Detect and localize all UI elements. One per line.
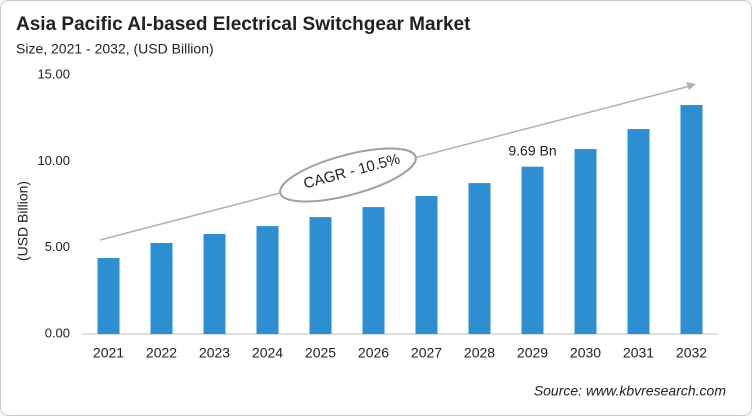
bar <box>362 207 385 334</box>
y-tick-label: 10.00 <box>37 153 70 168</box>
bar <box>680 105 703 334</box>
x-tick-label: 2029 <box>517 345 548 361</box>
bar <box>309 217 332 334</box>
source: Source: www.kbvresearch.com <box>534 383 727 399</box>
x-tick-label: 2022 <box>146 345 177 361</box>
chart-subtitle: Size, 2021 - 2032, (USD Billion) <box>16 41 214 57</box>
y-tick-label: 0.00 <box>45 325 70 340</box>
bar <box>574 149 597 334</box>
bar <box>521 166 544 334</box>
bar <box>203 234 226 334</box>
bar <box>468 183 491 334</box>
data-label: 9.69 Bn <box>508 142 556 158</box>
x-tick-label: 2028 <box>464 345 495 361</box>
x-tick-label: 2025 <box>305 345 336 361</box>
bar <box>256 226 279 334</box>
cagr-ellipse <box>279 147 417 203</box>
arrow-head <box>686 82 696 90</box>
bar <box>150 243 173 334</box>
x-tick-label: 2021 <box>93 345 124 361</box>
bar <box>97 258 120 334</box>
x-tick-label: 2032 <box>676 345 707 361</box>
y-axis-label: (USD Billion) <box>15 181 31 261</box>
bar <box>627 129 650 334</box>
x-tick-label: 2024 <box>252 345 283 361</box>
x-tick-label: 2027 <box>411 345 442 361</box>
bar <box>415 196 438 334</box>
x-tick-label: 2023 <box>199 345 230 361</box>
x-tick-label: 2030 <box>570 345 601 361</box>
y-tick-label: 5.00 <box>45 239 70 254</box>
x-tick-label: 2026 <box>358 345 389 361</box>
y-tick-label: 15.00 <box>37 66 70 81</box>
x-tick-label: 2031 <box>623 345 654 361</box>
chart-title: Asia Pacific AI-based Electrical Switchg… <box>16 14 471 35</box>
